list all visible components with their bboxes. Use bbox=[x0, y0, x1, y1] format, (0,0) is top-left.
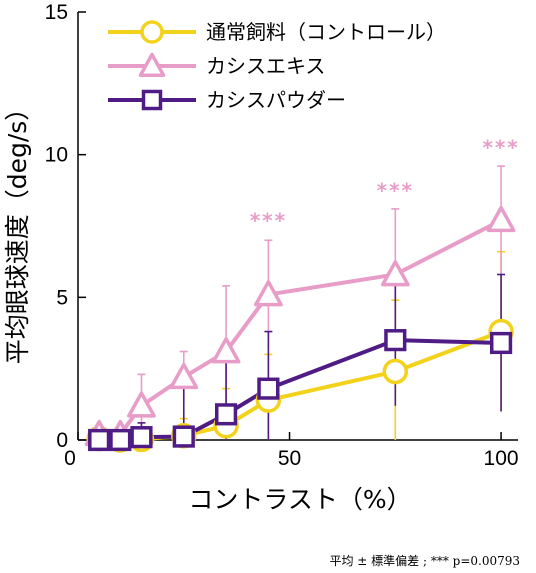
significance-annotations: *** *** *** bbox=[250, 136, 519, 233]
data-point-triangle bbox=[486, 205, 516, 233]
x-tick-label: 50 bbox=[278, 447, 301, 470]
data-point-square bbox=[141, 89, 163, 111]
y-tick-label: 10 bbox=[45, 144, 68, 167]
significance-label: *** bbox=[250, 208, 287, 232]
data-point-square bbox=[384, 329, 407, 352]
error-bars bbox=[95, 165, 506, 440]
legend-label: カシスエキス bbox=[206, 54, 325, 78]
data-point-square bbox=[489, 331, 513, 355]
legend-label: カシスパウダー bbox=[206, 88, 346, 112]
data-point-square bbox=[88, 428, 111, 452]
series-line bbox=[99, 329, 502, 442]
data-point-triangle bbox=[253, 280, 283, 307]
data-point-triangle bbox=[380, 260, 410, 287]
series-markers bbox=[84, 205, 516, 453]
x-tick-label: 100 bbox=[484, 447, 519, 470]
legend-label: 通常飼料（コントロール） bbox=[206, 20, 446, 44]
data-point-circle bbox=[140, 20, 164, 44]
significance-label: *** bbox=[482, 136, 519, 160]
series-line bbox=[99, 218, 502, 437]
y-tick-label: 15 bbox=[45, 1, 68, 24]
data-point-triangle bbox=[169, 362, 199, 390]
x-tick-label: 0 bbox=[64, 447, 76, 470]
data-point-circle bbox=[382, 358, 409, 385]
data-point-square bbox=[109, 428, 132, 452]
x-axis-title: コントラスト（%） bbox=[188, 485, 411, 514]
data-point-square bbox=[172, 425, 195, 448]
data-point-square bbox=[214, 403, 238, 426]
y-tick-label: 5 bbox=[56, 286, 68, 309]
data-point-triangle bbox=[138, 52, 166, 77]
y-tick-label: 0 bbox=[56, 429, 68, 452]
data-point-triangle bbox=[127, 391, 156, 418]
data-point-triangle bbox=[211, 337, 241, 364]
significance-label: *** bbox=[377, 178, 414, 202]
footnote: 平均 ± 標準偏差 ; *** p=0.00793 bbox=[329, 554, 520, 568]
y-axis-title: 平均眼球速度（deg/s） bbox=[3, 96, 32, 365]
data-point-square bbox=[130, 426, 153, 449]
series-lines bbox=[99, 218, 502, 442]
data-point-square bbox=[257, 377, 280, 400]
